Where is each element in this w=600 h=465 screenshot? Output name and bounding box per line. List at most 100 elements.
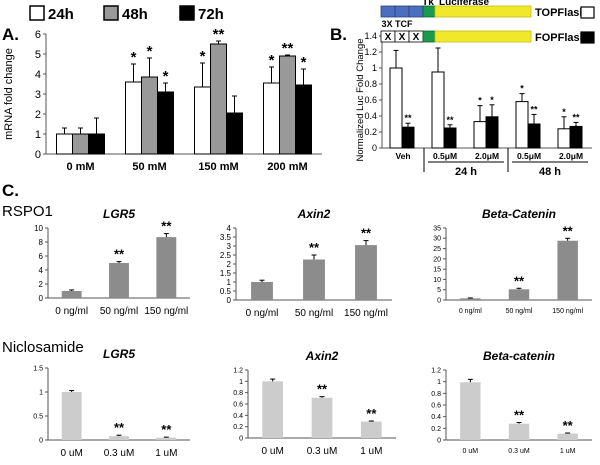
bar-48h-3 bbox=[279, 55, 296, 155]
y-tick-label: 0.2 bbox=[431, 426, 441, 433]
significance-marker: * bbox=[269, 52, 275, 69]
bar-TOPFlash-2 bbox=[473, 121, 487, 149]
x-tick-label: 50 ng/ml bbox=[295, 308, 333, 319]
bar-24h-0 bbox=[56, 133, 73, 155]
group-label: 24 h bbox=[455, 166, 477, 178]
chart-title: LGR5 bbox=[103, 347, 135, 361]
mutant-site-x: X bbox=[413, 32, 420, 43]
y-tick-label: 0.8 bbox=[431, 391, 441, 398]
legend-label-24h: 24h bbox=[48, 6, 74, 23]
significance-marker: ** bbox=[282, 40, 294, 57]
y-tick-label: 0.6 bbox=[364, 95, 377, 105]
significance-marker: ** bbox=[530, 104, 538, 114]
significance-marker: * bbox=[163, 68, 169, 85]
bar-2 bbox=[557, 240, 578, 300]
chart-title: Axin2 bbox=[305, 349, 339, 363]
y-tick-label: 2 bbox=[39, 280, 44, 289]
legend-swatch-48h bbox=[103, 5, 119, 21]
x-tick-label: 1 uM bbox=[155, 448, 177, 459]
luciferase-label: Luciferase bbox=[439, 0, 489, 8]
x-tick-label: 50 ng/ml bbox=[100, 306, 138, 317]
legend-label-topflash: TOPFlash bbox=[535, 7, 586, 19]
legend-swatch-fopflash bbox=[580, 31, 595, 44]
y-tick-label: 1.5 bbox=[33, 365, 43, 372]
y-tick-label: 3.5 bbox=[220, 233, 232, 242]
bar-24h-2 bbox=[194, 86, 211, 155]
y-tick-label: 1 bbox=[372, 63, 377, 73]
y-tick-label: 0.8 bbox=[233, 390, 243, 397]
panel-label-a: A. bbox=[2, 25, 19, 44]
y-tick-label: 0 bbox=[437, 437, 441, 444]
chart-title: LGR5 bbox=[103, 207, 135, 221]
x-tick-label: 150 mM bbox=[198, 161, 238, 173]
x-tick-label: 0 ng/ml bbox=[459, 308, 482, 315]
legend-label-fopflash: FOPFlash bbox=[535, 32, 587, 44]
y-tick-label: 0.4 bbox=[233, 413, 243, 420]
bar-2 bbox=[557, 433, 578, 440]
bar-2 bbox=[156, 437, 177, 440]
row-label-niclosamide: Niclosamide bbox=[2, 339, 84, 356]
y-tick-label: 0 bbox=[437, 297, 441, 304]
bar-FOPFlash-1 bbox=[443, 127, 457, 149]
significance-marker: ** bbox=[563, 223, 574, 238]
y-tick-label: 0 bbox=[227, 296, 232, 305]
y-tick-label: 1 bbox=[227, 278, 232, 287]
tk-label: Tk bbox=[422, 0, 434, 8]
x-tick-label: 2.0μM bbox=[559, 151, 583, 161]
bar-2 bbox=[360, 421, 382, 438]
tk-promoter-box bbox=[422, 30, 436, 43]
y-tick-label: 1 bbox=[437, 379, 441, 386]
bar-24h-1 bbox=[125, 81, 142, 155]
bar-TOPFlash-3 bbox=[515, 101, 529, 149]
significance-marker: ** bbox=[309, 240, 320, 255]
y-tick-label: 6 bbox=[39, 252, 44, 261]
bar-0 bbox=[460, 382, 481, 440]
chart-title: Axin2 bbox=[297, 207, 331, 221]
bar-0 bbox=[61, 291, 82, 298]
y-tick-label: 0 bbox=[39, 294, 44, 303]
bar-48h-2 bbox=[210, 43, 227, 155]
significance-marker: * bbox=[200, 48, 206, 65]
y-tick-label: 4 bbox=[35, 69, 41, 81]
bar-1 bbox=[508, 289, 530, 300]
bar-FOPFlash-2 bbox=[485, 116, 499, 149]
y-tick-label: 15 bbox=[433, 267, 441, 274]
y-tick-label: 0.4 bbox=[431, 414, 441, 421]
x-tick-label: 0.3 uM bbox=[508, 448, 530, 455]
mutant-site-x: X bbox=[399, 32, 406, 43]
y-tick-label: 1 bbox=[35, 129, 41, 141]
bar-0 bbox=[460, 298, 481, 300]
x-tick-label: 50 mM bbox=[132, 161, 166, 173]
significance-marker: ** bbox=[317, 382, 328, 397]
bar-0 bbox=[262, 381, 284, 438]
significance-marker: ** bbox=[514, 408, 525, 423]
bar-2 bbox=[355, 245, 377, 300]
bar-0 bbox=[61, 392, 82, 440]
significance-marker: ** bbox=[446, 115, 454, 125]
y-tick-label: 0.5 bbox=[220, 287, 232, 296]
tcf-site-box bbox=[408, 5, 424, 18]
x-tick-label: 0.3 uM bbox=[307, 446, 338, 457]
significance-marker: ** bbox=[361, 226, 372, 241]
y-tick-label: 1.4 bbox=[364, 31, 377, 41]
bar-2 bbox=[156, 237, 177, 298]
y-tick-label: 1.2 bbox=[431, 367, 441, 374]
y-axis-title: Normalized Luc Fold Change bbox=[355, 38, 366, 161]
y-tick-label: 2 bbox=[35, 109, 41, 121]
legend-label-72h: 72h bbox=[198, 6, 224, 23]
luciferase-box bbox=[434, 5, 532, 18]
y-axis-title: mRNA fold change bbox=[3, 48, 15, 140]
significance-marker: * bbox=[301, 54, 307, 71]
y-tick-label: 6 bbox=[35, 29, 41, 41]
chart-title: Beta-Catenin bbox=[482, 207, 556, 221]
significance-marker: ** bbox=[161, 422, 172, 437]
y-tick-label: 30 bbox=[433, 236, 441, 243]
y-tick-label: 1.2 bbox=[364, 47, 377, 57]
significance-marker: * bbox=[490, 95, 494, 105]
significance-marker: * bbox=[478, 96, 482, 106]
x-tick-label: 1 uM bbox=[360, 446, 382, 457]
x-tick-label: 0.3 uM bbox=[104, 448, 135, 459]
y-tick-label: 0.6 bbox=[233, 401, 243, 408]
x-tick-label: 0.5μM bbox=[517, 151, 541, 161]
